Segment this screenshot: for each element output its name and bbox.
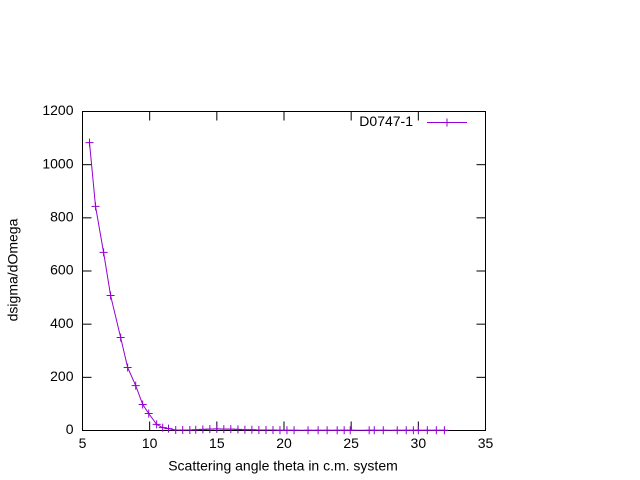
data-point <box>205 425 214 434</box>
y-tick-label: 1200 <box>42 102 73 118</box>
data-point <box>261 425 270 434</box>
x-tick-label: 5 <box>79 435 87 451</box>
data-point <box>323 426 332 435</box>
data-point <box>240 425 249 434</box>
data-point <box>333 426 342 435</box>
series-line <box>88 142 445 431</box>
data-point <box>314 426 323 435</box>
data-point <box>346 426 355 435</box>
x-tick-label: 20 <box>276 435 292 451</box>
data-point <box>233 425 242 434</box>
y-tick-label: 800 <box>50 209 74 225</box>
data-point <box>393 426 402 435</box>
data-point <box>116 333 125 342</box>
data-point <box>91 202 100 211</box>
data-point <box>178 425 187 434</box>
y-tick-label: 0 <box>66 421 74 437</box>
data-point <box>219 425 228 434</box>
legend-label: D0747-1 <box>359 113 413 129</box>
data-point <box>432 426 441 435</box>
data-point <box>226 425 235 434</box>
x-tick-label: 30 <box>411 435 427 451</box>
data-point <box>440 426 449 435</box>
data-point <box>275 426 284 435</box>
x-axis-label: Scattering angle theta in c.m. system <box>168 458 398 474</box>
data-point <box>191 425 200 434</box>
data-point <box>423 426 432 435</box>
data-point <box>414 426 423 435</box>
data-point <box>106 291 115 300</box>
data-point <box>171 425 180 434</box>
data-point <box>85 138 94 147</box>
data-point <box>254 425 263 434</box>
data-point <box>158 423 167 432</box>
data-point <box>99 248 108 257</box>
x-tick-label: 10 <box>142 435 158 451</box>
data-point <box>268 425 277 434</box>
plot-frame <box>82 111 486 431</box>
data-point <box>212 424 221 433</box>
data-point <box>290 426 299 435</box>
data-point <box>247 425 256 434</box>
x-tick-label: 25 <box>343 435 359 451</box>
data-point <box>164 424 173 433</box>
data-point <box>131 381 140 390</box>
data-point <box>198 425 207 434</box>
data-point <box>282 426 291 435</box>
data-point <box>138 400 147 409</box>
y-tick-label: 1000 <box>42 155 73 171</box>
legend-swatch <box>427 118 467 127</box>
data-point <box>144 409 153 418</box>
y-axis-label: dsigma/dOmega <box>5 218 21 321</box>
y-tick-label: 600 <box>50 262 74 278</box>
data-point <box>304 426 313 435</box>
y-tick-label: 200 <box>50 368 74 384</box>
x-tick-label: 35 <box>478 435 494 451</box>
data-point <box>370 426 379 435</box>
data-point <box>402 426 411 435</box>
x-tick-label: 15 <box>209 435 225 451</box>
data-point <box>379 426 388 435</box>
data-point <box>123 363 132 372</box>
y-tick-label: 400 <box>50 315 74 331</box>
data-point <box>152 420 161 429</box>
